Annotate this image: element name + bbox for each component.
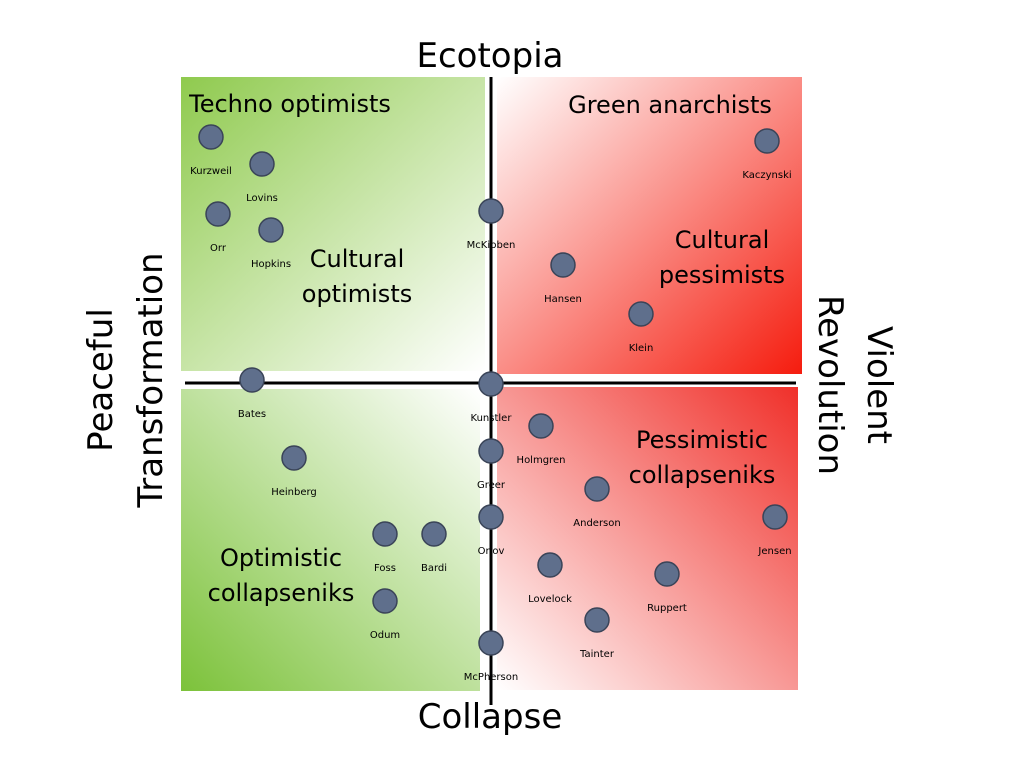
person-label: Tainter	[579, 649, 615, 660]
person-label: Hansen	[544, 294, 582, 305]
person-dot	[762, 504, 788, 530]
person-label: Heinberg	[271, 487, 317, 498]
quadrant-label: Cultural	[310, 245, 405, 273]
axis-label-right: Revolution	[810, 295, 850, 475]
person-dot	[537, 552, 563, 578]
person-dot	[478, 630, 504, 656]
person-dot	[654, 561, 680, 587]
person-label: Orr	[210, 243, 227, 254]
axis-label-bottom: Collapse	[418, 697, 562, 737]
quadrant-label: collapseniks	[208, 579, 355, 607]
person-dot	[281, 445, 307, 471]
quadrant-label: collapseniks	[629, 461, 776, 489]
person-label: Lovins	[246, 193, 278, 204]
quadrant	[497, 77, 802, 374]
person-dot	[584, 476, 610, 502]
person-dot	[478, 198, 504, 224]
person-label: McPherson	[464, 672, 518, 683]
person-label: Kurzweil	[190, 166, 232, 177]
axis-label-left: Transformation	[131, 252, 171, 508]
person-dot	[754, 128, 780, 154]
quadrant-label: Techno optimists	[188, 90, 391, 118]
person-dot	[478, 504, 504, 530]
person-label: McKibben	[467, 240, 516, 251]
quadrant-label: Cultural	[675, 226, 770, 254]
quadrant-label: Green anarchists	[568, 91, 772, 119]
person-label: Greer	[477, 480, 506, 491]
axis-label-left: Peaceful	[81, 308, 121, 452]
person-dot	[372, 588, 398, 614]
quadrant	[181, 77, 485, 371]
person-label: Jensen	[757, 546, 791, 557]
person-label: Orlov	[478, 546, 505, 557]
quadrant	[497, 387, 798, 690]
person-label: Klein	[629, 343, 654, 354]
person-label: Bates	[238, 409, 266, 420]
person-dot	[198, 124, 224, 150]
person-label: Holmgren	[517, 455, 566, 466]
person-dot	[239, 367, 265, 393]
person-dot	[258, 217, 284, 243]
person-label: Hopkins	[251, 259, 291, 270]
person-dot	[478, 438, 504, 464]
quadrant-label: Pessimistic	[636, 426, 768, 454]
person-label: Bardi	[421, 563, 447, 574]
person-label: Kunstler	[471, 413, 513, 424]
quadrant-label: pessimists	[659, 261, 785, 289]
person-dot	[205, 201, 231, 227]
person-label: Anderson	[573, 518, 620, 529]
quadrant-label: optimists	[302, 280, 412, 308]
person-dot	[372, 521, 398, 547]
person-label: Ruppert	[647, 603, 687, 614]
quadrant-label: Optimistic	[220, 544, 342, 572]
person-label: Kaczynski	[742, 170, 791, 181]
person-label: Lovelock	[528, 594, 572, 605]
person-dot	[249, 151, 275, 177]
person-dot	[478, 371, 504, 397]
axis-label-top: Ecotopia	[417, 36, 564, 76]
person-label: Odum	[370, 630, 400, 641]
person-dot	[628, 301, 654, 327]
person-dot	[528, 413, 554, 439]
person-dot	[584, 607, 610, 633]
person-dot	[421, 521, 447, 547]
person-label: Foss	[374, 563, 396, 574]
axis-label-right: Violent	[859, 326, 899, 444]
person-dot	[550, 252, 576, 278]
